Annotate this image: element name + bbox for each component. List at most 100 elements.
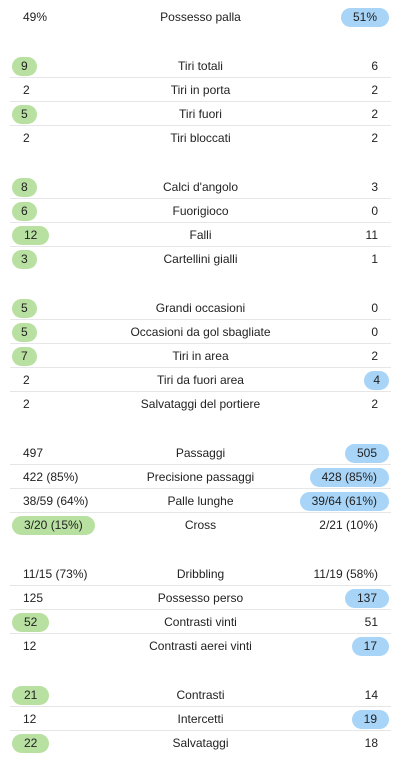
home-value: 3/20 (15%) <box>12 516 95 535</box>
stat-row-possession: 49% Possesso palla 51% <box>0 5 401 29</box>
home-value: 38/59 (64%) <box>23 494 89 508</box>
divider <box>10 246 391 247</box>
stat-row-total-shots: 9 Tiri totali 6 <box>0 54 401 78</box>
divider <box>10 222 391 223</box>
stat-label: Grandi occasioni <box>155 301 246 315</box>
stat-row-big-chances: 5 Grandi occasioni 0 <box>0 296 401 320</box>
home-value: 2 <box>23 373 30 387</box>
stat-row-shots-off-target: 5 Tiri fuori 2 <box>0 102 401 126</box>
divider <box>10 464 391 465</box>
away-value: 2 <box>371 397 378 411</box>
divider <box>10 125 391 126</box>
stat-label: Tiri fuori <box>179 107 222 121</box>
away-value: 2 <box>371 131 378 145</box>
home-value: 2 <box>23 83 30 97</box>
away-value: 0 <box>371 204 378 218</box>
stat-row-clearances: 22 Salvataggi 18 <box>0 731 401 755</box>
stat-label: Dribbling <box>176 567 225 581</box>
stat-row-fouls: 12 Falli 11 <box>0 223 401 247</box>
divider <box>10 512 391 513</box>
stat-label: Tiri in area <box>172 349 229 363</box>
away-value: 18 <box>364 736 378 750</box>
home-value: 22 <box>12 734 50 753</box>
stat-row-shots-on-target: 2 Tiri in porta 2 <box>0 78 401 102</box>
home-value: 5 <box>12 105 37 124</box>
home-value: 49% <box>23 10 48 24</box>
stat-label: Precisione passaggi <box>146 470 255 484</box>
home-value: 3 <box>12 250 37 269</box>
stat-row-tackles: 21 Contrasti 14 <box>0 683 401 707</box>
home-value: 52 <box>12 613 50 632</box>
stat-row-pass-accuracy: 422 (85%) Precisione passaggi 428 (85%) <box>0 465 401 489</box>
away-value: 2 <box>371 107 378 121</box>
stat-label: Salvataggi <box>172 736 229 750</box>
stat-row-shots-outside-box: 2 Tiri da fuori area 4 <box>0 368 401 392</box>
divider <box>10 706 391 707</box>
home-value: 125 <box>23 591 44 605</box>
stat-row-interceptions: 12 Intercetti 19 <box>0 707 401 731</box>
stat-label: Fuorigioco <box>172 204 229 218</box>
stat-row-goalkeeper-saves: 2 Salvataggi del portiere 2 <box>0 392 401 416</box>
stat-row-yellow-cards: 3 Cartellini gialli 1 <box>0 247 401 271</box>
home-value: 8 <box>12 178 37 197</box>
away-value: 428 (85%) <box>309 468 389 487</box>
home-value: 9 <box>12 57 37 76</box>
away-value: 11/19 (58%) <box>313 567 378 581</box>
stat-row-duels-won: 52 Contrasti vinti 51 <box>0 610 401 634</box>
home-value: 12 <box>23 639 37 653</box>
away-value: 39/64 (61%) <box>299 492 389 511</box>
home-value: 5 <box>12 299 37 318</box>
away-value: 51% <box>340 8 389 27</box>
stat-label: Possesso perso <box>157 591 244 605</box>
divider <box>10 101 391 102</box>
stat-label: Cartellini gialli <box>163 252 238 266</box>
divider <box>10 367 391 368</box>
away-value: 2/21 (10%) <box>319 518 378 532</box>
away-value: 2 <box>371 83 378 97</box>
divider <box>10 391 391 392</box>
stat-row-dribbles: 11/15 (73%) Dribbling 11/19 (58%) <box>0 562 401 586</box>
stat-row-big-chances-missed: 5 Occasioni da gol sbagliate 0 <box>0 320 401 344</box>
home-value: 497 <box>23 446 44 460</box>
away-value: 51 <box>364 615 378 629</box>
home-value: 6 <box>12 202 37 221</box>
stat-label: Occasioni da gol sbagliate <box>130 325 271 339</box>
away-value: 14 <box>364 688 378 702</box>
stat-row-crosses: 3/20 (15%) Cross 2/21 (10%) <box>0 513 401 537</box>
home-value: 7 <box>12 347 37 366</box>
stat-label: Tiri da fuori area <box>157 373 244 387</box>
away-value: 3 <box>371 180 378 194</box>
stat-row-shots-inside-box: 7 Tiri in area 2 <box>0 344 401 368</box>
stat-label: Tiri bloccati <box>170 131 231 145</box>
away-value: 11 <box>365 228 378 242</box>
home-value: 11/15 (73%) <box>23 567 88 581</box>
stat-label: Passaggi <box>175 446 226 460</box>
away-value: 19 <box>351 710 389 729</box>
stat-label: Calci d'angolo <box>162 180 238 194</box>
home-value: 12 <box>12 226 50 245</box>
stat-row-aerial-duels-won: 12 Contrasti aerei vinti 17 <box>0 634 401 658</box>
home-value: 5 <box>12 323 37 342</box>
home-value: 2 <box>23 131 30 145</box>
divider <box>10 343 391 344</box>
divider <box>10 730 391 731</box>
home-value: 2 <box>23 397 30 411</box>
stat-label: Salvataggi del portiere <box>140 397 261 411</box>
stat-label: Falli <box>189 228 212 242</box>
stat-label: Tiri totali <box>178 59 223 73</box>
stat-label: Possesso palla <box>160 10 241 24</box>
stat-row-corners: 8 Calci d'angolo 3 <box>0 175 401 199</box>
stat-row-passes: 497 Passaggi 505 <box>0 441 401 465</box>
stat-row-offsides: 6 Fuorigioco 0 <box>0 199 401 223</box>
divider <box>10 319 391 320</box>
stat-row-blocked-shots: 2 Tiri bloccati 2 <box>0 126 401 150</box>
stat-label: Palle lunghe <box>167 494 234 508</box>
divider <box>10 633 391 634</box>
away-value: 0 <box>371 325 378 339</box>
stat-row-possession-lost: 125 Possesso perso 137 <box>0 586 401 610</box>
stat-row-long-balls: 38/59 (64%) Palle lunghe 39/64 (61%) <box>0 489 401 513</box>
away-value: 0 <box>371 301 378 315</box>
stat-label: Contrasti aerei vinti <box>149 639 252 653</box>
divider <box>10 609 391 610</box>
home-value: 422 (85%) <box>23 470 79 484</box>
